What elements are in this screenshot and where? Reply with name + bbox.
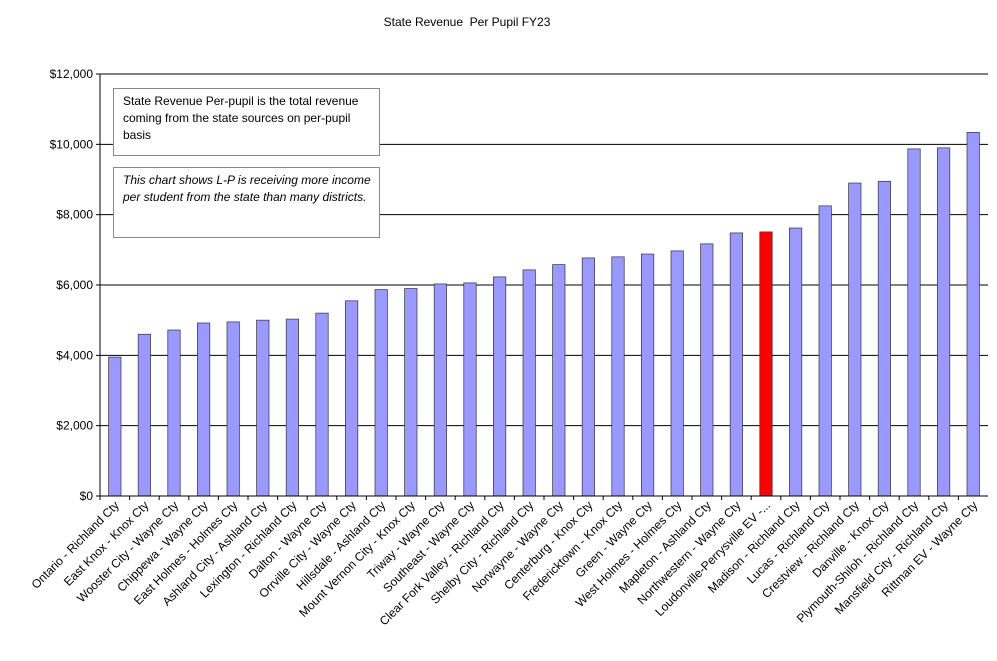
- y-tick-label: $2,000: [56, 419, 93, 433]
- bar: [759, 231, 773, 497]
- bar: [197, 322, 211, 497]
- bar: [966, 132, 980, 497]
- bar: [522, 269, 536, 497]
- bar: [700, 243, 714, 497]
- bar: [670, 250, 684, 497]
- bar: [581, 257, 595, 497]
- annotation: State Revenue Per-pupil is the total rev…: [113, 88, 380, 156]
- y-tick-label: $0: [80, 489, 94, 503]
- y-tick-label: $12,000: [50, 67, 94, 81]
- y-tick-label: $8,000: [56, 208, 93, 222]
- bar: [404, 288, 418, 497]
- bar: [848, 182, 862, 497]
- bar: [256, 319, 270, 497]
- bar: [374, 289, 388, 497]
- y-tick-label: $4,000: [56, 348, 93, 362]
- bar: [729, 232, 743, 497]
- bar: [789, 227, 803, 497]
- bar: [611, 256, 625, 497]
- bar: [345, 300, 359, 497]
- annotation: This chart shows L-P is receiving more i…: [113, 167, 380, 238]
- y-tick-label: $6,000: [56, 278, 93, 292]
- bar: [493, 276, 507, 497]
- bar: [641, 253, 655, 497]
- chart-title: State Revenue Per Pupil FY23: [384, 15, 551, 29]
- y-tick-label: $10,000: [50, 137, 94, 151]
- bar: [167, 329, 181, 497]
- bar: [285, 318, 299, 497]
- bar: [137, 333, 151, 497]
- bar: [433, 283, 447, 497]
- bar: [877, 180, 891, 497]
- bar: [907, 148, 921, 497]
- bar: [937, 147, 951, 497]
- bar: [818, 205, 832, 497]
- bar: [108, 356, 122, 497]
- bar: [552, 264, 566, 497]
- bar: [315, 312, 329, 497]
- bar: [463, 282, 477, 497]
- bar: [226, 321, 240, 497]
